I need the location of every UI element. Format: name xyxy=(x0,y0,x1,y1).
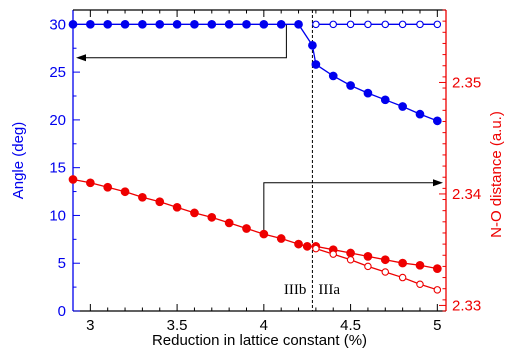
data-point xyxy=(242,19,251,29)
series-1 xyxy=(312,20,442,29)
data-point xyxy=(416,20,424,29)
data-point xyxy=(207,19,217,29)
data-point xyxy=(68,175,78,184)
y-left-tick-label: 5 xyxy=(58,255,66,272)
data-point xyxy=(363,252,373,261)
data-point xyxy=(398,258,407,268)
data-point xyxy=(294,239,303,249)
data-point xyxy=(364,262,372,271)
data-point xyxy=(346,20,355,29)
data-point xyxy=(415,260,425,270)
plot-frame xyxy=(72,9,447,312)
region-label-left: IIIb xyxy=(284,282,307,298)
axis-ticks xyxy=(73,9,446,312)
y-left-tick-label: 30 xyxy=(49,16,66,33)
data-point xyxy=(259,229,269,239)
data-point xyxy=(432,116,442,126)
data-point xyxy=(380,255,390,265)
data-point xyxy=(328,71,338,81)
data-point xyxy=(302,241,312,251)
data-point xyxy=(224,218,234,228)
data-point xyxy=(120,187,130,197)
data-point xyxy=(381,20,390,29)
x-tick-label: 3 xyxy=(86,317,94,334)
data-point xyxy=(433,20,442,29)
y-left-tick-label: 15 xyxy=(49,160,66,177)
y-left-tick-label: 20 xyxy=(49,112,66,129)
data-point xyxy=(433,286,442,294)
x-tick-label: 4 xyxy=(260,317,268,334)
data-point xyxy=(363,88,373,98)
series-2 xyxy=(68,175,442,273)
data-point xyxy=(85,19,95,29)
data-point xyxy=(416,280,424,288)
data-point xyxy=(415,109,425,119)
data-point xyxy=(155,19,165,29)
data-point xyxy=(308,41,317,50)
data-point xyxy=(346,255,355,264)
arrow-head-left xyxy=(76,54,86,62)
tick-labels: 3 3.5 4 4.5 5 0 5 10 15 20 25 30 2.33 2.34 2.35 xyxy=(49,16,481,334)
data-point xyxy=(312,20,320,29)
y-left-tick-label: 25 xyxy=(49,64,66,81)
data-point xyxy=(155,197,165,207)
data-point xyxy=(398,20,407,29)
data-point xyxy=(190,208,199,218)
data-point xyxy=(329,250,337,258)
data-point xyxy=(381,268,390,276)
y-left-tick-label: 10 xyxy=(49,207,66,224)
series-3 xyxy=(312,244,442,294)
series-line xyxy=(73,23,438,122)
data-point xyxy=(346,81,355,90)
annotations: IIIb IIIa xyxy=(76,10,443,311)
data-point xyxy=(224,19,234,29)
data-point xyxy=(276,19,286,29)
data-point xyxy=(398,273,407,282)
series-0 xyxy=(68,19,442,126)
data-point xyxy=(364,20,372,29)
data-point xyxy=(103,182,113,192)
right-axis-title: N-O distance (a.u.) xyxy=(488,111,505,238)
data-point xyxy=(138,19,147,29)
left-axis-title: Angle (deg) xyxy=(10,122,27,200)
data-point xyxy=(294,19,303,29)
x-tick-label: 3.5 xyxy=(167,317,188,334)
data-point xyxy=(398,102,407,111)
data-point xyxy=(68,19,78,29)
data-point xyxy=(329,20,337,29)
data-point xyxy=(432,264,442,273)
data-series xyxy=(68,19,442,294)
x-axis-title: Reduction in lattice constant (%) xyxy=(152,332,367,349)
x-tick-label: 4.5 xyxy=(340,317,361,334)
arrow-head-right xyxy=(433,179,443,187)
y-right-tick-label: 2.34 xyxy=(452,186,481,203)
data-point xyxy=(380,95,390,105)
data-point xyxy=(85,178,95,188)
data-point xyxy=(312,244,320,253)
data-point xyxy=(138,192,147,202)
data-point xyxy=(259,19,269,29)
data-point xyxy=(311,60,321,69)
data-point xyxy=(207,213,217,222)
data-point xyxy=(242,224,251,233)
region-label-right: IIIa xyxy=(318,282,340,298)
data-point xyxy=(120,19,130,29)
data-point xyxy=(172,19,182,29)
data-point xyxy=(103,19,113,29)
arrow-to-left-axis xyxy=(85,24,287,59)
data-point xyxy=(346,248,355,258)
data-point xyxy=(190,19,199,29)
data-point xyxy=(276,234,286,243)
y-left-tick-label: 0 xyxy=(58,303,66,320)
y-right-tick-label: 2.33 xyxy=(452,297,481,314)
x-tick-label: 5 xyxy=(433,317,441,334)
arrow-to-right-axis xyxy=(263,182,434,235)
data-point xyxy=(172,202,182,212)
y-right-tick-label: 2.35 xyxy=(452,74,481,91)
